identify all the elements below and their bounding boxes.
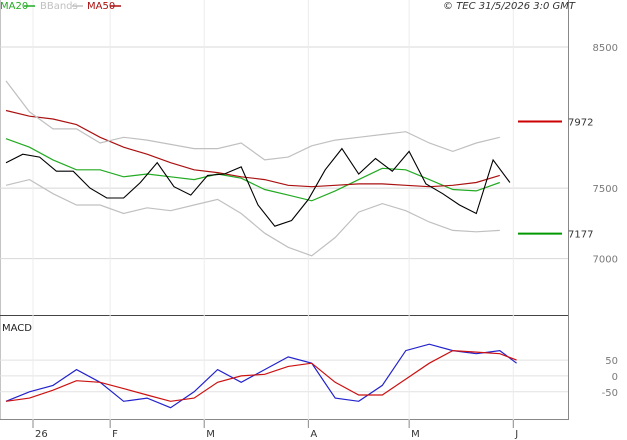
macd-grid — [0, 359, 568, 393]
x-tick-label: A — [310, 429, 317, 440]
price-bbands-lower-line — [5, 178, 500, 257]
macd-series — [5, 343, 517, 409]
x-tick-label: M — [206, 429, 215, 440]
macd-y-axis: 50 0 -50 — [602, 356, 618, 399]
x-tick-label: 26 — [35, 429, 48, 440]
price-bbands-line — [5, 80, 500, 161]
ma50-legend-label: MA50 — [87, 1, 115, 12]
x-tick-label: F — [112, 429, 118, 440]
macd-title: MACD — [2, 323, 32, 334]
macd-macd-line — [5, 343, 517, 409]
price-ma50-line — [5, 109, 500, 188]
price-price-line — [5, 147, 511, 227]
price-grid — [0, 46, 568, 260]
price-y-axis: 8500 7500 7000 — [593, 43, 618, 266]
price-y-tick-label: 7000 — [593, 255, 618, 266]
legend: MA20 BBands MA50 © TEC 31/5/2026 3:0 GMT — [0, 1, 576, 12]
ma20-legend-label: MA20 — [0, 1, 28, 12]
level-label: 7972 — [568, 118, 593, 129]
price-ma20-line — [5, 138, 501, 202]
price-y-tick-label: 8500 — [593, 43, 618, 54]
price-y-tick-label: 7500 — [593, 184, 618, 195]
macd-y-tick-label: 50 — [605, 356, 618, 367]
macd-y-tick-label: 0 — [612, 372, 618, 383]
level-lines: 7972 7177 — [518, 118, 593, 241]
x-tick-label: J — [514, 429, 518, 440]
bbands-legend-label: BBands — [40, 1, 78, 12]
x-axis: 26 F M A M J — [32, 0, 518, 440]
chart-frame — [0, 0, 569, 420]
macd-signal-line — [5, 349, 517, 402]
copyright-label: © TEC 31/5/2026 3:0 GMT — [443, 1, 576, 12]
price-series — [5, 80, 511, 257]
macd-y-tick-label: -50 — [602, 388, 618, 399]
level-label: 7177 — [568, 230, 593, 241]
x-tick-label: M — [411, 429, 420, 440]
